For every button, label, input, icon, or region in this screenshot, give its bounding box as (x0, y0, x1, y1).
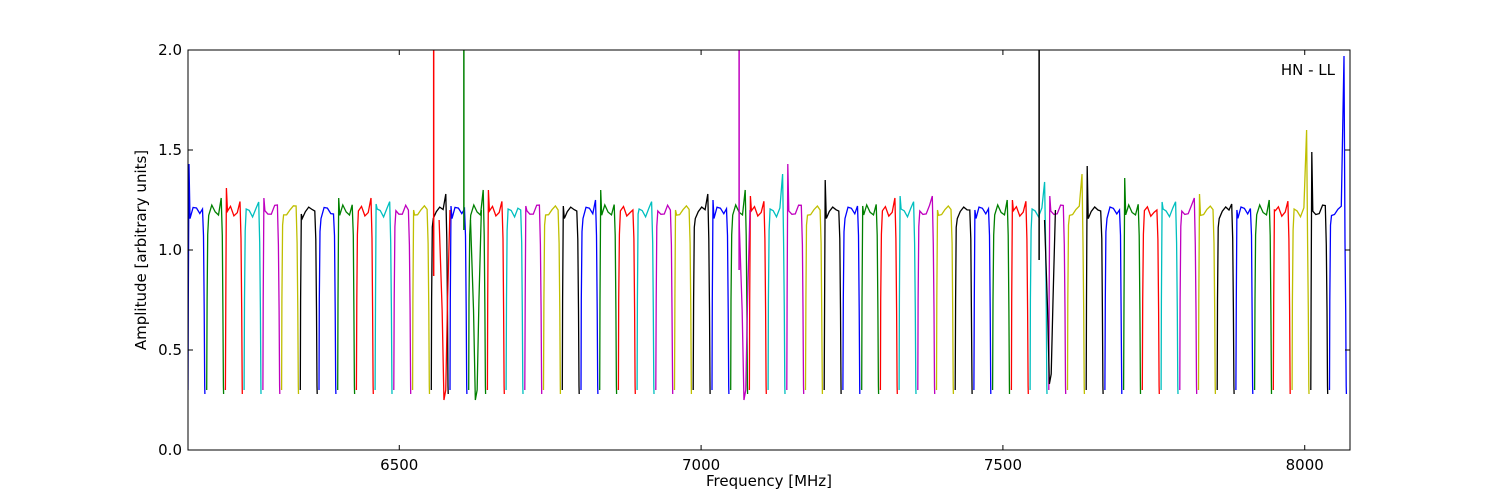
channel-series-line (355, 197, 374, 395)
channel-series-line (617, 205, 636, 395)
absorption-dip-line (438, 209, 451, 401)
channel-series-line (1235, 206, 1254, 395)
y-tick-label: 0.0 (158, 441, 182, 459)
channel-series-line (991, 199, 1011, 395)
channel-series-line (542, 204, 562, 395)
channel-series-line (711, 199, 730, 395)
channel-series-line (861, 203, 880, 395)
channel-series-line (898, 195, 917, 395)
channel-series-line (655, 203, 674, 395)
channel-series-line (1253, 199, 1273, 395)
y-tick-label: 1.5 (158, 141, 182, 159)
channel-series-line (1085, 165, 1104, 395)
channel-series-line (973, 206, 992, 395)
channel-series-line (318, 206, 337, 395)
channel-series-line (1272, 201, 1291, 395)
channel-series-line (505, 207, 524, 395)
channel-series-line (767, 173, 786, 395)
y-tick-label: 1.0 (158, 241, 182, 259)
channel-series-line (879, 197, 898, 395)
channel-series-line (692, 193, 711, 395)
channel-series-line (1291, 129, 1310, 395)
channel-series-line (206, 197, 225, 395)
channel-series-line (1160, 201, 1179, 395)
channel-series-line (1197, 193, 1217, 395)
channel-series-line (1179, 197, 1198, 395)
channel-series-line (224, 187, 243, 395)
channel-series-line (823, 179, 842, 395)
channel-series-line (748, 195, 767, 395)
channel-series-line (486, 189, 505, 395)
channel-series-line (262, 197, 281, 395)
channel-series-line (1048, 195, 1067, 395)
x-tick-label: 6500 (380, 456, 418, 474)
channel-series-line (1066, 173, 1086, 395)
channel-series-line (1029, 181, 1048, 395)
y-axis-label: Amplitude [arbitrary units] (132, 150, 150, 350)
channel-series-line (561, 205, 580, 395)
channel-series-line (374, 201, 393, 395)
channel-series-line (1328, 55, 1348, 395)
channel-series-line (954, 206, 973, 395)
tick-layer: 6500 7000 7500 8000 0.0 0.5 1.0 1.5 2.0 (158, 41, 1350, 474)
channel-series-line (449, 205, 468, 395)
channel-series-line (280, 205, 300, 395)
x-tick-label: 8000 (1286, 456, 1324, 474)
channel-series-line (393, 203, 412, 395)
channel-series-line (842, 205, 861, 395)
channel-series-line (1141, 205, 1160, 395)
y-tick-label: 2.0 (158, 41, 182, 59)
channel-series-line (337, 197, 356, 395)
absorption-dip-line (469, 209, 483, 401)
channel-series-line (188, 163, 206, 395)
channel-series-line (786, 163, 805, 395)
annotation-label: HN - LL (1281, 61, 1336, 79)
channel-series-line (673, 204, 693, 395)
channel-series-line (1122, 177, 1142, 395)
channel-series-line (524, 204, 543, 395)
x-axis-label: Frequency [MHz] (706, 472, 832, 490)
channel-series-line (935, 204, 955, 395)
channel-series-line (468, 189, 487, 395)
channel-series-line (1010, 199, 1029, 395)
channel-series-line (580, 199, 599, 395)
channel-series-line (1104, 206, 1123, 395)
x-tick-label: 7000 (682, 456, 720, 474)
channel-series-line (804, 204, 824, 395)
channel-series-line (299, 206, 318, 395)
series-layer (188, 50, 1348, 401)
channel-series-line (917, 195, 936, 395)
channel-series-line (411, 204, 431, 395)
channel-series-line (636, 201, 655, 395)
channel-series-line (1216, 203, 1235, 395)
channel-series-line (1310, 151, 1329, 395)
absorption-dip-line (738, 209, 751, 401)
channel-series-line (599, 189, 618, 395)
absorption-dip-line (1043, 209, 1057, 385)
y-tick-label: 0.5 (158, 341, 182, 359)
channel-series-line (243, 201, 262, 395)
x-tick-label: 7500 (984, 456, 1022, 474)
